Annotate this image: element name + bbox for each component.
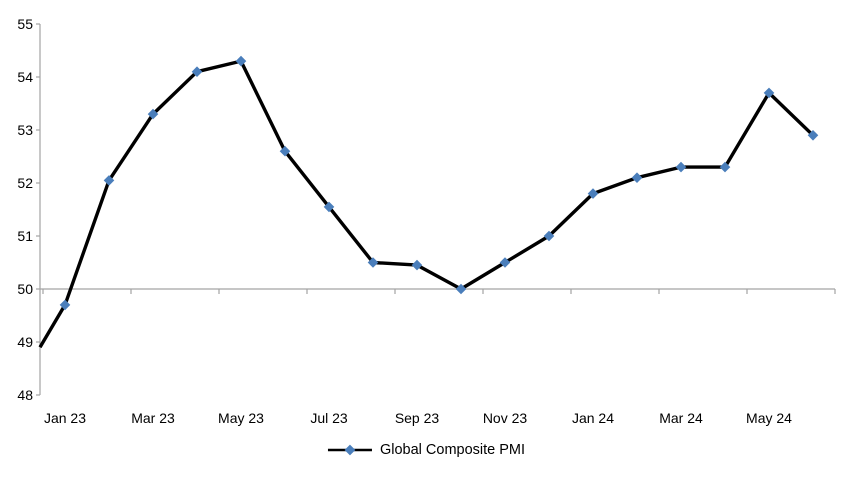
legend: Global Composite PMI: [327, 442, 525, 458]
data-point-marker: [719, 161, 731, 173]
data-point-marker: [103, 175, 115, 186]
data-point-marker: [587, 188, 599, 199]
data-point-marker: [147, 108, 159, 120]
data-point-marker: [411, 259, 423, 271]
x-tick-label: Mar 23: [131, 410, 175, 426]
data-point-marker: [279, 145, 291, 157]
y-tick-label: 52: [17, 175, 33, 191]
y-tick-label: 55: [17, 16, 33, 32]
data-point-marker: [763, 87, 775, 99]
y-tick-label: 48: [17, 387, 33, 403]
data-point-marker: [631, 172, 643, 183]
y-tick-label: 49: [17, 334, 33, 350]
data-point-marker: [367, 257, 379, 268]
legend-diamond-icon: [344, 444, 356, 456]
x-tick-label: May 24: [746, 410, 792, 426]
data-point-marker: [235, 55, 247, 67]
data-point-marker: [191, 66, 203, 77]
y-tick-label: 54: [17, 69, 33, 85]
data-point-marker: [455, 283, 467, 295]
y-tick-label: 50: [17, 281, 33, 297]
x-tick-label: Jan 24: [572, 410, 614, 426]
pmi-series-line: [38, 59, 815, 349]
x-tick-label: May 23: [218, 410, 264, 426]
x-tick-label: Jan 23: [44, 410, 86, 426]
data-point-marker: [807, 130, 819, 141]
y-tick-label: 53: [17, 122, 33, 138]
legend-line-marker-icon: [327, 444, 372, 456]
data-point-marker: [323, 201, 335, 213]
x-tick-label: Nov 23: [483, 410, 528, 426]
data-point-marker: [543, 230, 555, 242]
x-tick-label: Mar 24: [659, 410, 703, 426]
data-point-marker: [675, 161, 687, 173]
data-point-marker: [499, 257, 511, 268]
x-tick-label: Sep 23: [395, 410, 440, 426]
data-point-marker: [59, 299, 71, 311]
x-tick-label: Jul 23: [310, 410, 348, 426]
y-tick-label: 51: [17, 228, 33, 244]
legend-label: Global Composite PMI: [379, 442, 526, 458]
